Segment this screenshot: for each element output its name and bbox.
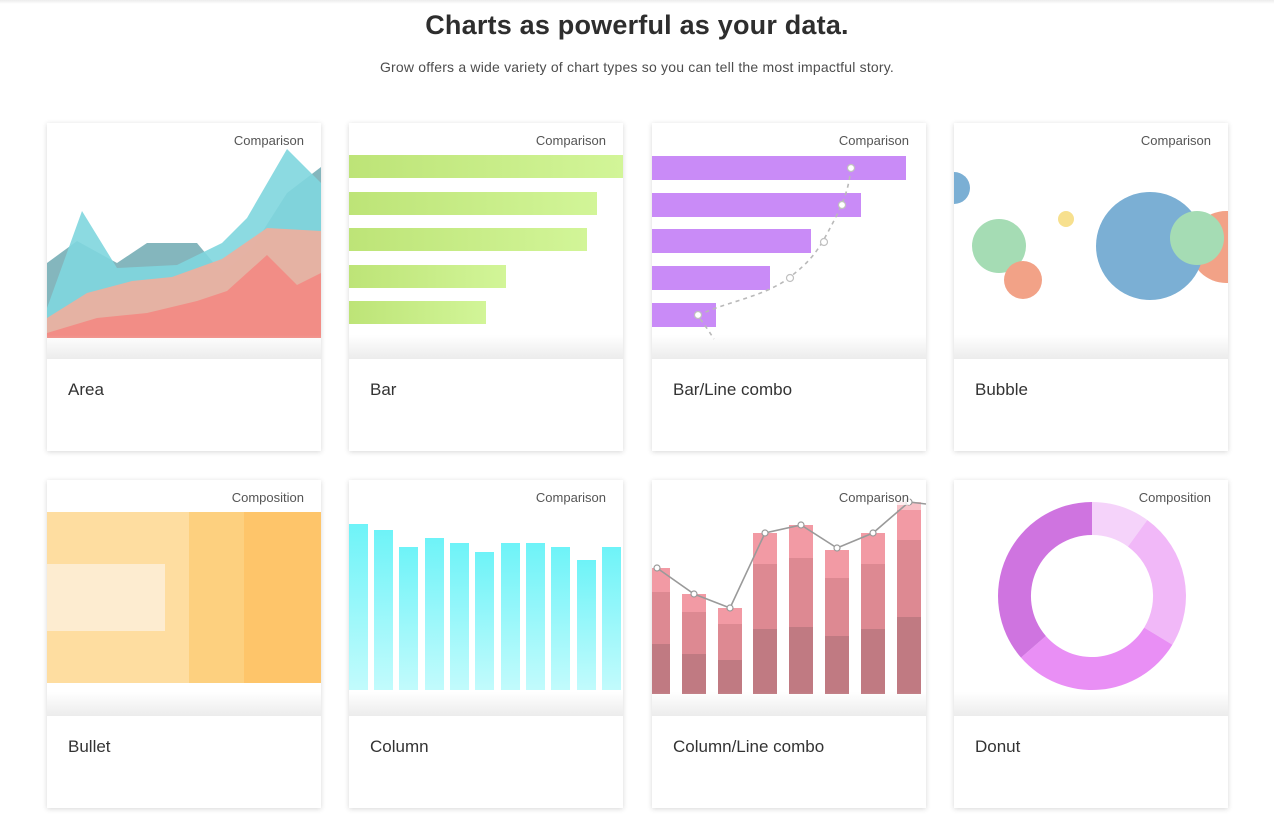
page-subtitle: Grow offers a wide variety of chart type… bbox=[379, 59, 895, 75]
chart-card-column-line-combo[interactable]: Comparison Column/Line combo bbox=[652, 480, 926, 808]
category-tag: Comparison bbox=[837, 490, 910, 505]
card-footer bbox=[349, 716, 623, 808]
chart-card-donut[interactable]: Composition Donut bbox=[954, 480, 1228, 808]
category-tag: Comparison bbox=[534, 133, 607, 148]
bubble-chart-illustration bbox=[954, 123, 1228, 359]
card-footer bbox=[652, 359, 926, 451]
card-shade bbox=[652, 692, 926, 718]
card-title: Bubble bbox=[975, 380, 1028, 399]
card-shade bbox=[47, 335, 321, 361]
column-chart-illustration bbox=[349, 480, 623, 716]
card-shade bbox=[954, 335, 1228, 361]
category-tag: Comparison bbox=[534, 490, 607, 505]
page-title: Charts as powerful as your data. bbox=[425, 10, 849, 40]
card-title: Area bbox=[68, 380, 104, 399]
chart-card-bullet[interactable]: Composition Bullet bbox=[47, 480, 321, 808]
chart-card-area[interactable]: Comparison Area bbox=[47, 123, 321, 451]
column-line-combo-illustration bbox=[652, 480, 926, 716]
card-shade bbox=[652, 335, 926, 361]
category-tag: Comparison bbox=[837, 133, 910, 148]
card-title: Bar/Line combo bbox=[673, 380, 793, 399]
card-title: Donut bbox=[975, 737, 1021, 756]
card-title: Column bbox=[370, 737, 429, 756]
chart-card-bar[interactable]: Comparison Bar bbox=[349, 123, 623, 451]
chart-card-column[interactable]: Comparison Column bbox=[349, 480, 623, 808]
category-tag: Composition bbox=[230, 490, 305, 505]
card-title: Bar bbox=[370, 380, 397, 399]
card-footer bbox=[652, 716, 926, 808]
card-shade bbox=[954, 692, 1228, 718]
card-title: Bullet bbox=[68, 737, 111, 756]
card-footer bbox=[954, 359, 1228, 451]
category-tag: Composition bbox=[1137, 490, 1212, 505]
bar-line-combo-illustration bbox=[652, 123, 926, 359]
card-shade bbox=[349, 335, 623, 361]
donut-chart-illustration bbox=[954, 480, 1228, 716]
bullet-chart-illustration bbox=[47, 480, 321, 716]
card-footer bbox=[47, 359, 321, 451]
bar-chart-illustration bbox=[349, 123, 623, 359]
card-footer bbox=[954, 716, 1228, 808]
area-chart-illustration bbox=[47, 123, 321, 359]
chart-card-bar-line-combo[interactable]: Comparison Bar/Line combo bbox=[652, 123, 926, 451]
card-shade bbox=[47, 692, 321, 718]
card-footer bbox=[47, 716, 321, 808]
category-tag: Comparison bbox=[232, 133, 305, 148]
chart-card-bubble[interactable]: Comparison Bubble bbox=[954, 123, 1228, 451]
category-tag: Comparison bbox=[1139, 133, 1212, 148]
card-title: Column/Line combo bbox=[673, 737, 825, 756]
card-footer bbox=[349, 359, 623, 451]
card-shade bbox=[349, 692, 623, 718]
top-divider bbox=[0, 0, 1274, 4]
